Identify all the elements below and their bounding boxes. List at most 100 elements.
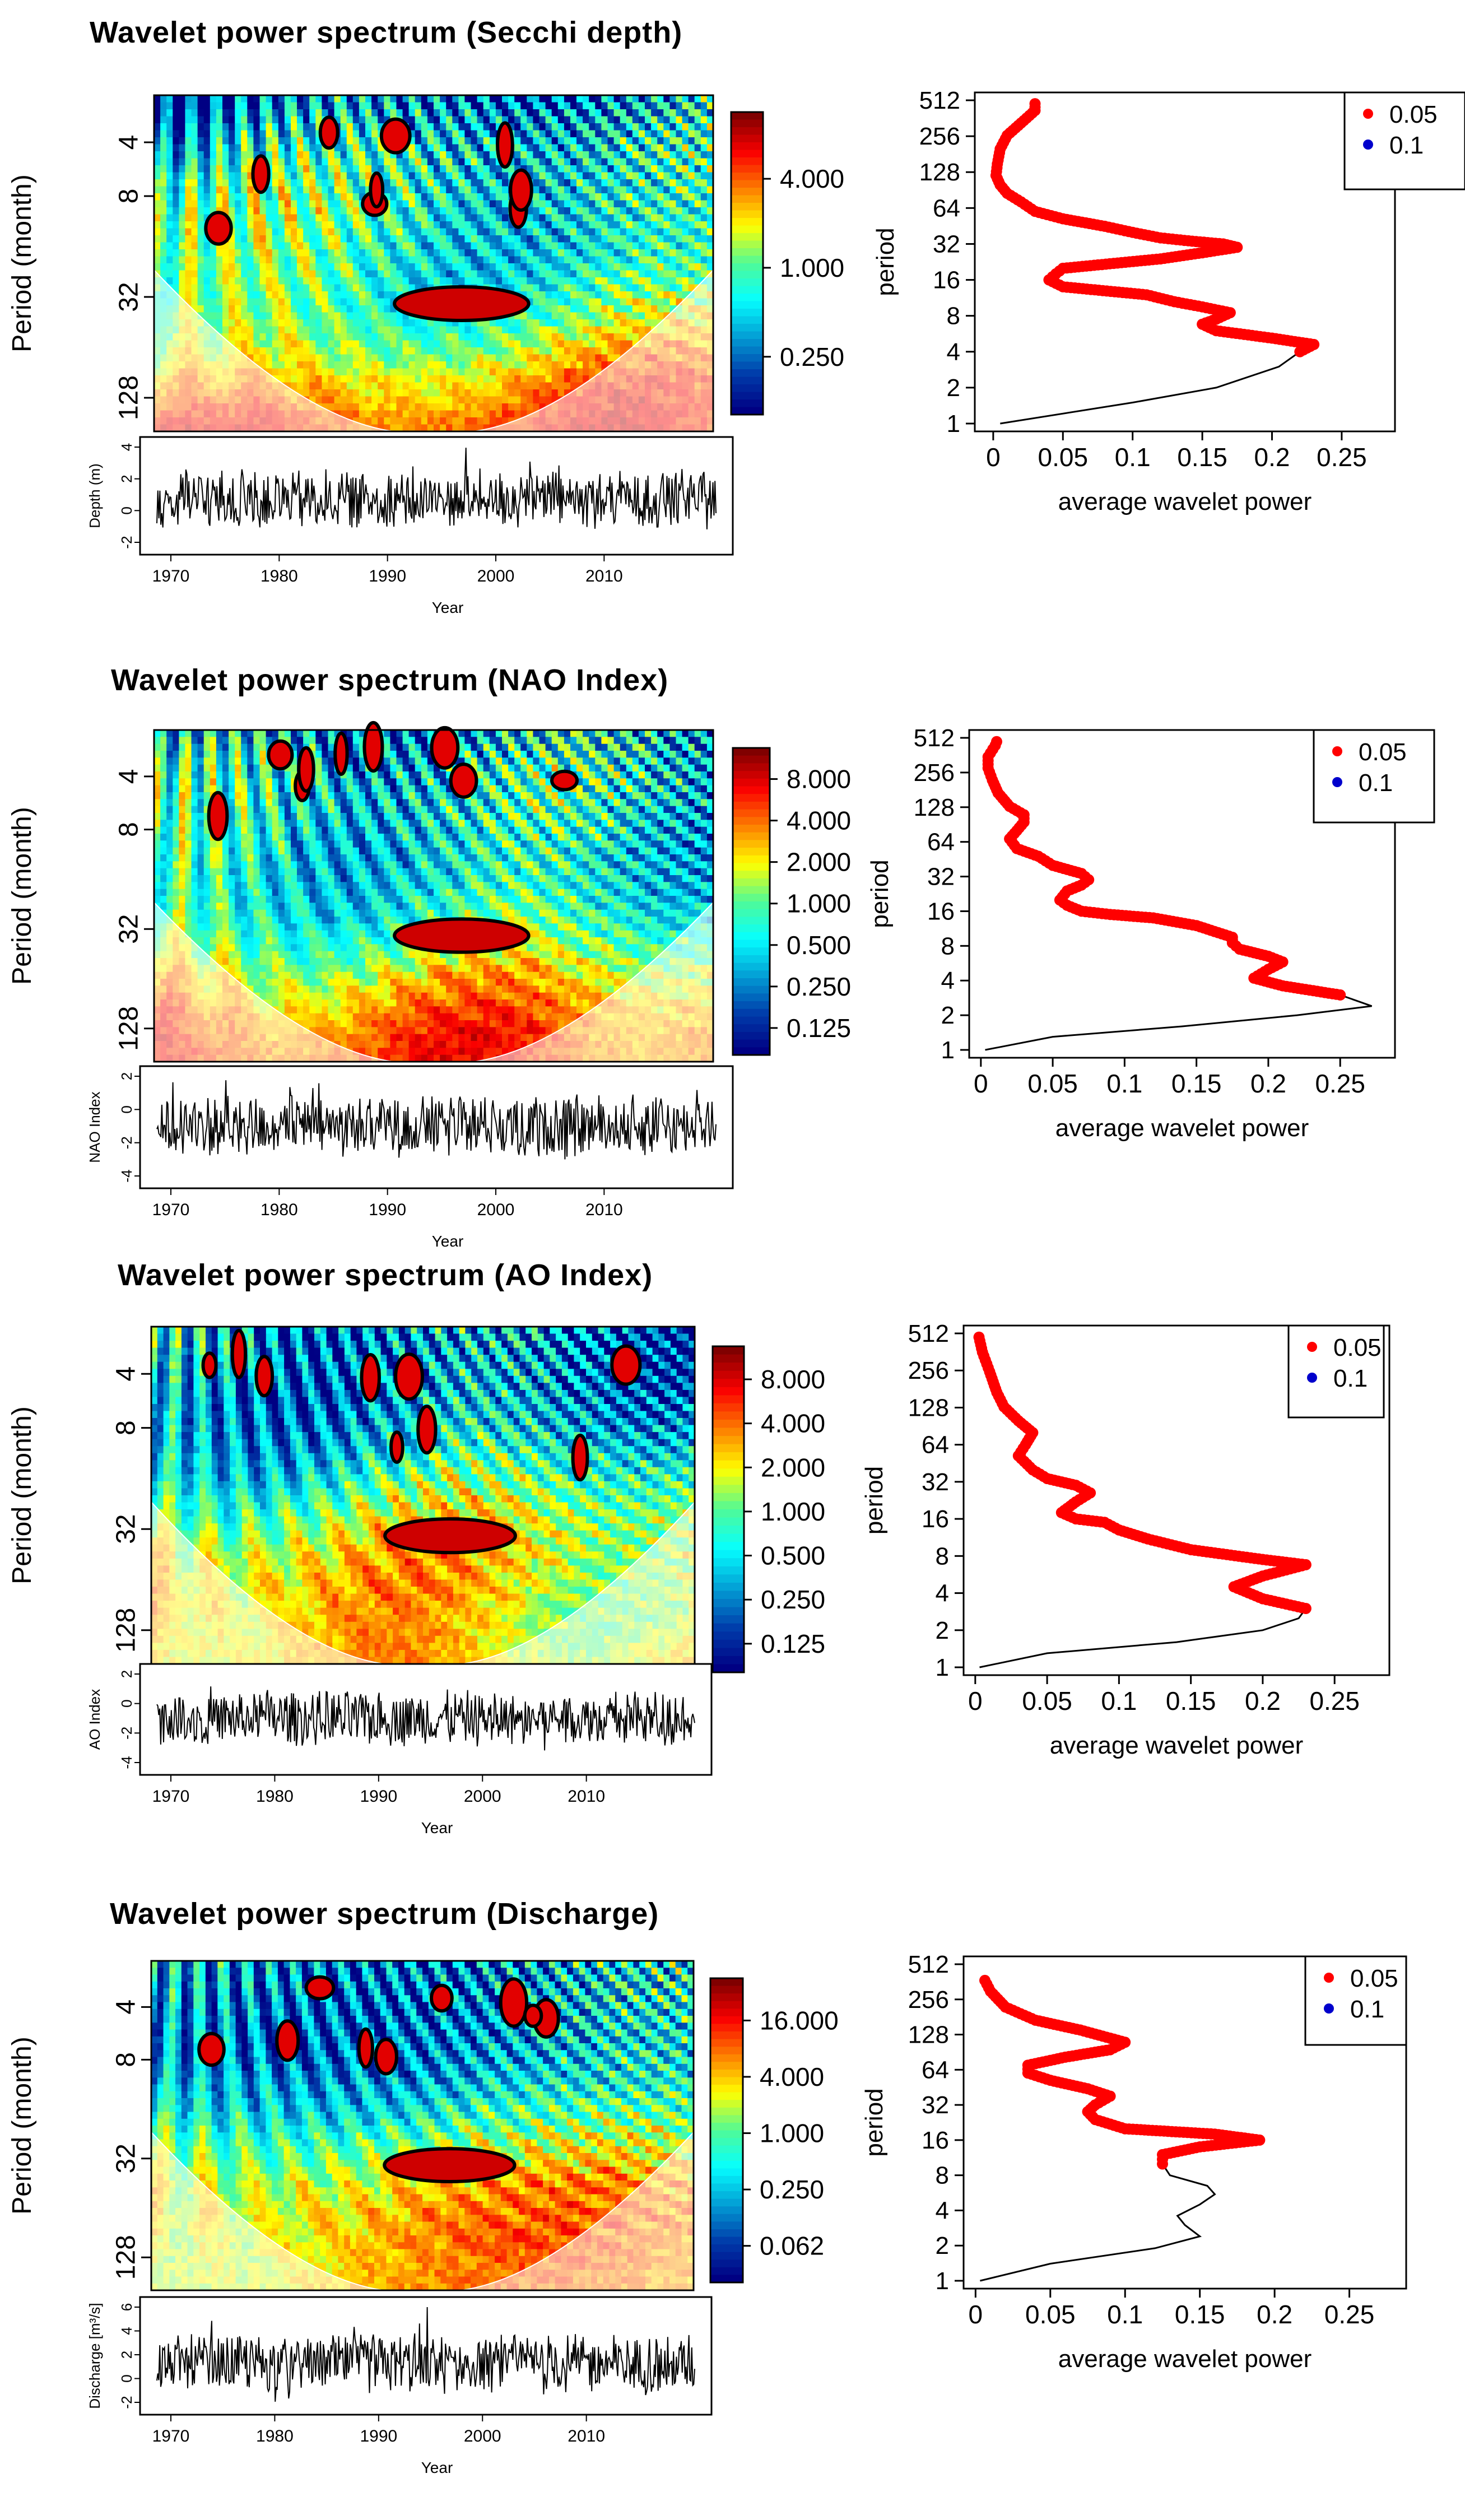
heatmap-cell <box>589 249 596 257</box>
heatmap-cell <box>632 730 639 737</box>
heatmap-cell <box>421 131 428 138</box>
heatmap-cell <box>285 319 291 327</box>
wavelet-heatmap <box>154 95 714 433</box>
heatmap-cell <box>464 173 471 180</box>
heatmap-cell <box>546 263 552 271</box>
heatmap-cell <box>669 229 676 236</box>
heatmap-cell <box>552 383 559 390</box>
heatmap-cell <box>477 145 484 152</box>
heatmap-cell <box>241 319 248 327</box>
heatmap-cell <box>458 333 465 341</box>
heatmap-cell <box>614 179 621 187</box>
heatmap-cell <box>620 117 627 124</box>
heatmap-cell <box>464 249 471 257</box>
heatmap-cell <box>247 235 254 243</box>
colorbar-segment <box>731 112 763 120</box>
heatmap-cell <box>359 319 366 327</box>
heatmap-cell <box>291 145 297 152</box>
heatmap-cell <box>185 95 192 103</box>
legend-label: 0.1 <box>1389 132 1424 159</box>
heatmap-cell <box>552 327 559 334</box>
heatmap-cell <box>390 215 397 222</box>
heatmap-cell <box>477 123 484 131</box>
heatmap-cell <box>285 277 291 285</box>
heatmap-cell <box>626 159 633 166</box>
heatmap-cell <box>570 193 577 201</box>
heatmap-cell <box>632 95 639 103</box>
heatmap-cell <box>185 179 192 187</box>
heatmap-cell <box>415 201 422 208</box>
heatmap-cell <box>166 215 173 222</box>
heatmap-cell <box>558 109 565 117</box>
heatmap-cell <box>651 277 658 285</box>
heatmap-cell <box>502 215 509 222</box>
heatmap-cell <box>341 313 347 320</box>
heatmap-cell <box>179 229 185 236</box>
heatmap-cell <box>160 235 167 243</box>
heatmap-cell <box>371 285 378 292</box>
heatmap-cell <box>434 243 440 250</box>
heatmap-cell <box>272 215 279 222</box>
heatmap-cell <box>645 319 652 327</box>
heatmap-cell <box>359 229 366 236</box>
heatmap-cell <box>570 131 577 138</box>
heatmap-cell <box>682 145 689 152</box>
heatmap-cell <box>204 159 211 166</box>
heatmap-cell <box>179 744 185 751</box>
heatmap-cell <box>371 369 378 376</box>
heatmap-cell <box>589 131 596 138</box>
heatmap-cell <box>253 355 260 362</box>
heatmap-cell <box>384 95 390 103</box>
heatmap-cell <box>266 229 273 236</box>
heatmap-cell <box>222 249 229 257</box>
heatmap-cell <box>378 165 384 173</box>
heatmap-cell <box>378 271 384 278</box>
heatmap-cell <box>334 341 341 348</box>
heatmap-cell <box>527 285 533 292</box>
heatmap-cell <box>353 383 360 390</box>
heatmap-cell <box>564 201 571 208</box>
heatmap-cell <box>347 201 354 208</box>
heatmap-cell <box>614 151 621 159</box>
period-tick-label: 64 <box>933 194 960 222</box>
heatmap-cell <box>552 341 559 348</box>
heatmap-cell <box>409 397 416 404</box>
heatmap-cell <box>179 737 185 744</box>
heatmap-cell <box>241 313 248 320</box>
heatmap-cell <box>533 375 540 383</box>
heatmap-cell <box>409 221 416 229</box>
heatmap-cell <box>614 277 621 285</box>
heatmap-cell <box>558 207 565 215</box>
heatmap-cell <box>689 145 695 152</box>
heatmap-cell <box>676 201 683 208</box>
heatmap-cell <box>471 397 478 404</box>
heatmap-cell <box>291 193 297 201</box>
heatmap-cell <box>570 243 577 250</box>
heatmap-cell <box>695 249 701 257</box>
heatmap-cell <box>285 109 291 117</box>
heatmap-cell <box>657 737 664 744</box>
heatmap-cell <box>540 299 546 306</box>
heatmap-cell <box>229 109 235 117</box>
heatmap-cell <box>471 333 478 341</box>
heatmap-cell <box>371 109 378 117</box>
heatmap-cell <box>558 103 565 110</box>
heatmap-cell <box>222 327 229 334</box>
heatmap-cell <box>303 103 310 110</box>
heatmap-cell <box>608 243 615 250</box>
heatmap-cell <box>241 179 248 187</box>
heatmap-cell <box>695 215 701 222</box>
heatmap-cell <box>353 207 360 215</box>
heatmap-cell <box>365 403 372 411</box>
heatmap-cell <box>695 103 701 110</box>
heatmap-cell <box>185 243 192 250</box>
heatmap-cell <box>558 131 565 138</box>
heatmap-cell <box>334 285 341 292</box>
heatmap-cell <box>540 369 546 376</box>
heatmap-cell <box>309 117 316 124</box>
heatmap-cell <box>359 341 366 348</box>
heatmap-cell <box>483 179 490 187</box>
heatmap-cell <box>341 95 347 103</box>
heatmap-cell <box>260 737 267 744</box>
heatmap-cell <box>403 159 410 166</box>
